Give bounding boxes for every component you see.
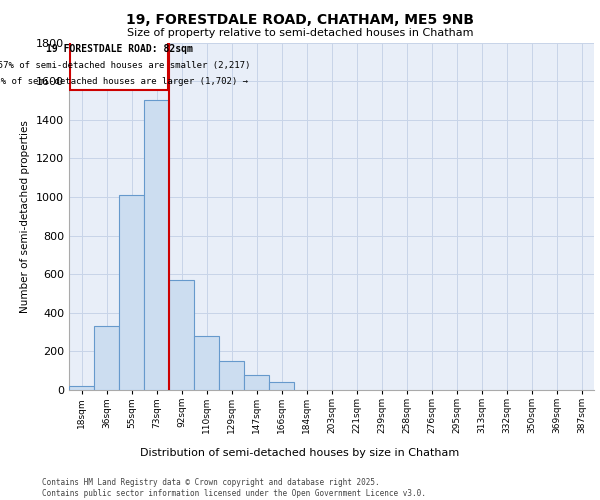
Bar: [219, 361, 244, 390]
Bar: [69, 386, 94, 390]
Text: Size of property relative to semi-detached houses in Chatham: Size of property relative to semi-detach…: [127, 28, 473, 38]
Text: Distribution of semi-detached houses by size in Chatham: Distribution of semi-detached houses by …: [140, 448, 460, 458]
Bar: [119, 195, 144, 390]
Bar: [194, 336, 219, 390]
Text: ← 57% of semi-detached houses are smaller (2,217): ← 57% of semi-detached houses are smalle…: [0, 60, 251, 70]
Y-axis label: Number of semi-detached properties: Number of semi-detached properties: [20, 120, 31, 312]
Text: 43% of semi-detached houses are larger (1,702) →: 43% of semi-detached houses are larger (…: [0, 77, 248, 86]
FancyBboxPatch shape: [70, 40, 169, 90]
Text: 19 FORESTDALE ROAD: 82sqm: 19 FORESTDALE ROAD: 82sqm: [46, 44, 193, 54]
Bar: [244, 374, 269, 390]
Text: 19, FORESTDALE ROAD, CHATHAM, ME5 9NB: 19, FORESTDALE ROAD, CHATHAM, ME5 9NB: [126, 12, 474, 26]
Bar: [144, 100, 169, 390]
Bar: [169, 280, 194, 390]
Bar: [94, 326, 119, 390]
Bar: [269, 382, 294, 390]
Text: Contains HM Land Registry data © Crown copyright and database right 2025.
Contai: Contains HM Land Registry data © Crown c…: [42, 478, 426, 498]
